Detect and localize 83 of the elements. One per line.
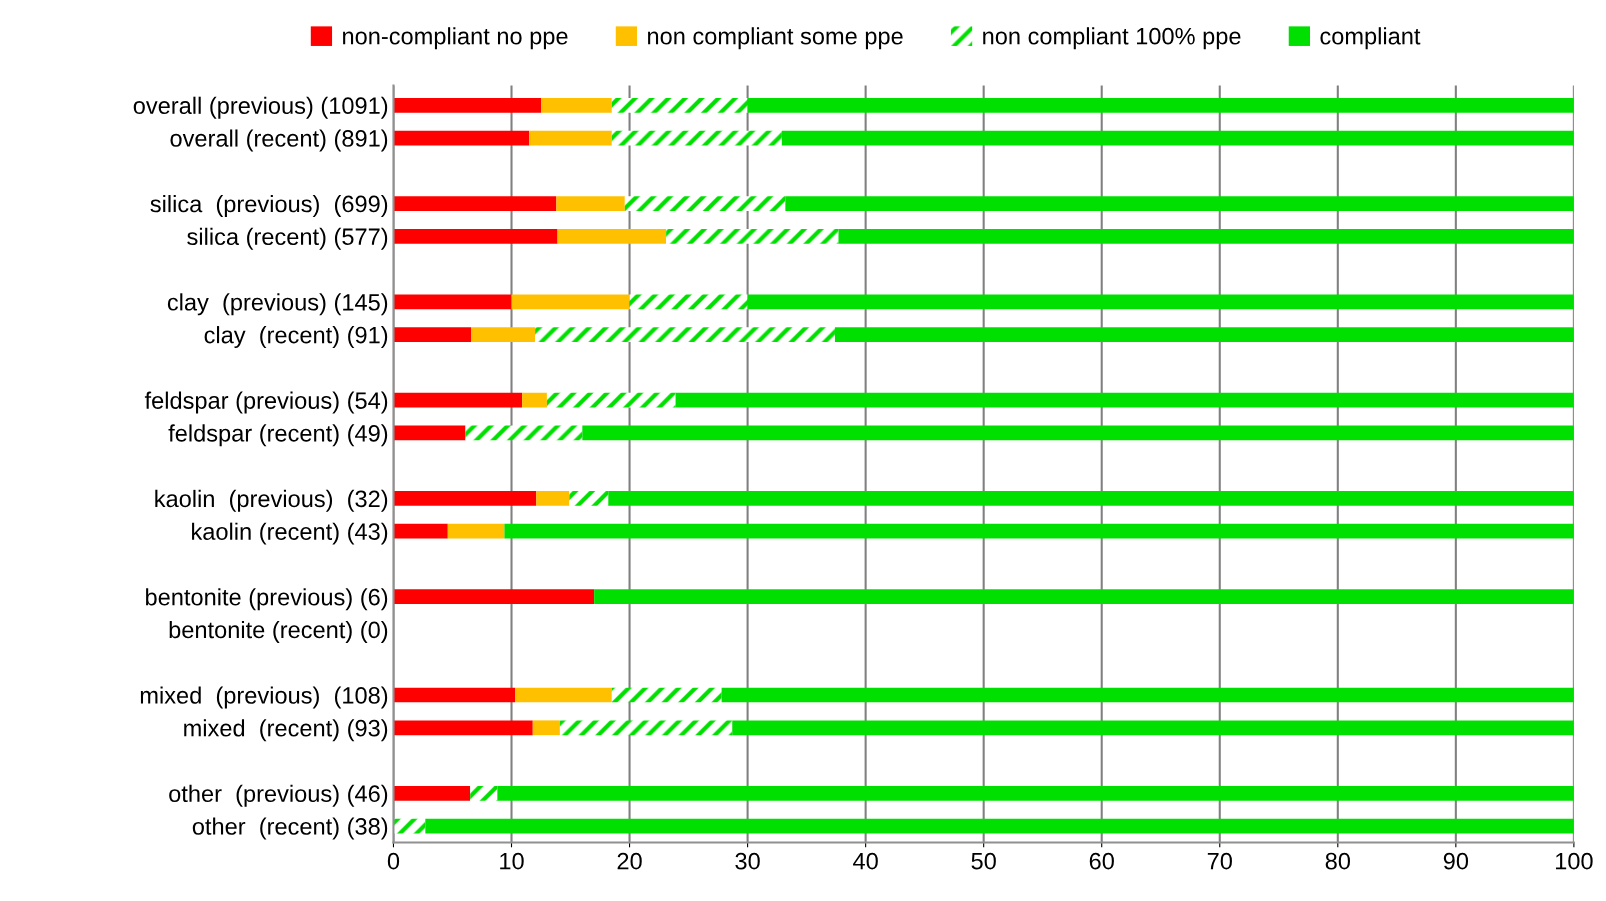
bar — [465, 425, 583, 441]
x-tick-label: 30 — [735, 852, 760, 870]
bar — [393, 687, 516, 703]
bar — [393, 523, 448, 539]
y-tick-label: silica (recent) (577) — [187, 227, 388, 250]
bar — [447, 523, 505, 539]
y-tick-label: feldspar (recent) (49) — [168, 424, 388, 447]
legend-label: non-compliant no ppe — [343, 27, 568, 50]
bar — [834, 327, 1574, 342]
bar — [608, 491, 1574, 506]
bar — [594, 589, 1574, 605]
bar — [541, 97, 612, 113]
bar — [470, 785, 498, 801]
bar — [515, 687, 612, 703]
y-tick-label: overall (previous) (1091) — [133, 96, 388, 119]
bar — [732, 720, 1574, 736]
bar — [393, 491, 537, 506]
bar — [393, 196, 557, 211]
legend-label: non compliant 100% ppe — [983, 27, 1241, 50]
bar — [624, 196, 786, 211]
bar — [666, 228, 839, 244]
y-tick-label: other (previous) (46) — [169, 784, 388, 807]
y-tick-label: kaolin (previous) (32) — [155, 489, 388, 512]
legend-label: non compliant some ppe — [648, 27, 903, 50]
bar — [393, 425, 466, 441]
bar — [747, 294, 1574, 310]
bar — [393, 130, 530, 146]
bar — [529, 130, 612, 146]
bar — [393, 720, 533, 736]
bar — [629, 294, 748, 310]
bar — [611, 687, 722, 703]
bar — [471, 327, 536, 342]
y-tick-label: other (recent) (38) — [192, 817, 388, 840]
bar — [511, 294, 630, 310]
bar — [497, 785, 1574, 801]
bar — [559, 720, 733, 736]
y-tick-label: bentonite (previous) (6) — [146, 588, 388, 611]
bar — [569, 491, 609, 506]
y-tick-label: mixed (recent) (93) — [184, 719, 388, 742]
legend-label: compliant — [1320, 27, 1421, 50]
y-tick-label: clay (previous) (145) — [167, 293, 388, 316]
bar — [611, 97, 748, 113]
bar — [535, 327, 835, 342]
x-tick-label: 70 — [1207, 852, 1232, 870]
y-tick-label: feldspar (previous) (54) — [144, 391, 388, 414]
x-tick-label: 100 — [1555, 852, 1593, 870]
bar — [747, 97, 1574, 113]
bar — [393, 392, 523, 408]
x-tick-label: 80 — [1325, 852, 1351, 870]
bar — [425, 818, 1574, 834]
y-tick-label: bentonite (recent) (0) — [169, 620, 388, 643]
x-tick-label: 60 — [1089, 852, 1114, 870]
y-tick-label: clay (recent) (91) — [204, 326, 388, 349]
bar — [393, 589, 595, 605]
y-tick-label: overall (recent) (891) — [170, 129, 388, 152]
bar — [785, 196, 1574, 211]
bar — [536, 491, 570, 506]
bar — [393, 97, 542, 113]
bar — [393, 294, 512, 310]
bar — [532, 720, 560, 736]
y-tick-label: mixed (previous) (108) — [140, 686, 388, 709]
bar — [838, 228, 1574, 244]
bar — [393, 327, 472, 342]
bar — [611, 130, 782, 146]
bar — [522, 392, 547, 408]
x-tick-label: 50 — [971, 852, 996, 870]
bar — [556, 196, 625, 211]
bar — [582, 425, 1574, 441]
bar — [504, 523, 1574, 539]
bar — [721, 687, 1574, 703]
x-tick-label: 0 — [387, 852, 400, 870]
bar — [781, 130, 1574, 146]
bar — [393, 228, 558, 244]
y-tick-label: silica (previous) (699) — [150, 194, 388, 217]
x-tick-label: 90 — [1443, 852, 1469, 870]
bar — [675, 392, 1574, 408]
x-tick-label: 10 — [500, 852, 524, 870]
bar — [546, 392, 676, 408]
x-tick-label: 20 — [617, 852, 642, 870]
bar — [393, 785, 471, 801]
y-tick-label: kaolin (recent) (43) — [192, 522, 388, 545]
x-tick-label: 40 — [853, 852, 878, 870]
bar — [557, 228, 667, 244]
